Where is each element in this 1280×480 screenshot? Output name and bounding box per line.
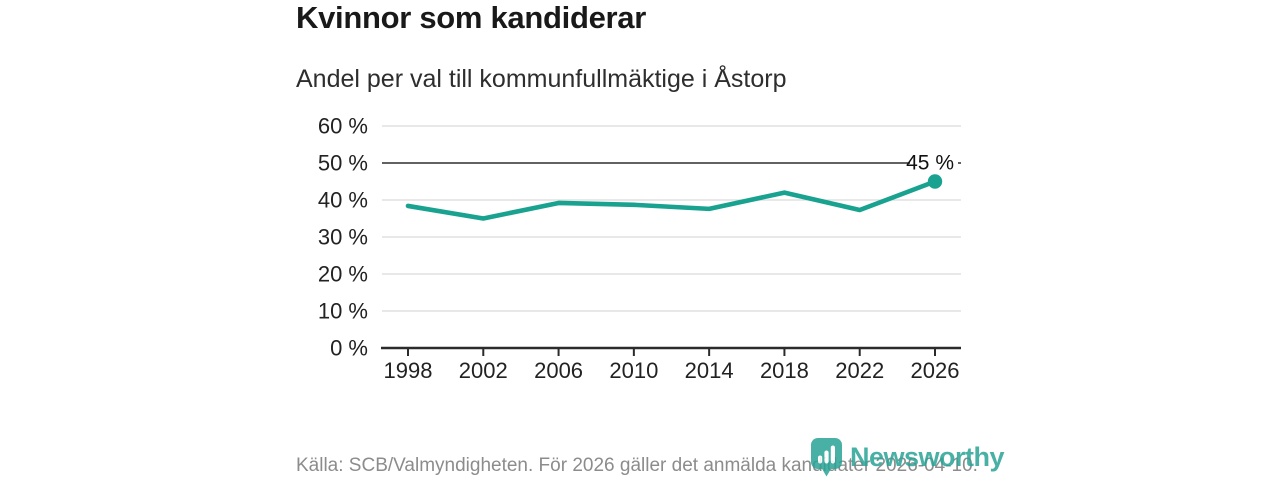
logo-bar-1: [818, 455, 823, 464]
end-value-label: 45 %: [906, 152, 954, 175]
end-label-halo: [910, 152, 958, 173]
y-tick-label: 60 %: [318, 114, 368, 139]
y-tick-label: 30 %: [318, 225, 368, 250]
x-tick-label: 2022: [835, 358, 884, 383]
x-tick-label: 2014: [685, 358, 734, 383]
newsworthy-logo: Newsworthy: [810, 437, 1005, 477]
source-note: Källa: SCB/Valmyndigheten. För 2026 gäll…: [296, 455, 978, 476]
y-tick-label: 40 %: [318, 188, 368, 213]
end-point-marker: [927, 174, 943, 189]
logo-bar-2: [824, 450, 829, 464]
x-tick-label: 2006: [534, 358, 583, 383]
y-tick-label: 0 %: [330, 336, 368, 361]
y-tick-label: 20 %: [318, 262, 368, 287]
x-tick-label: 2018: [760, 358, 809, 383]
logo-bar-3: [830, 445, 835, 464]
x-tick-label: 1998: [384, 358, 433, 383]
chart-subtitle: Andel per val till kommunfullmäktige i Å…: [296, 65, 787, 93]
y-tick-label: 10 %: [318, 299, 368, 324]
y-tick-label: 50 %: [318, 151, 368, 176]
newsworthy-icon: [811, 438, 842, 477]
logo-pointer: [821, 467, 832, 477]
x-tick-label: 2010: [609, 358, 658, 383]
x-tick-label: 2002: [459, 358, 508, 383]
chart-title: Kvinnor som kandiderar: [296, 0, 646, 35]
x-tick-label: 2026: [911, 358, 960, 383]
data-line: [405, 179, 938, 221]
newsworthy-wordmark: Newsworthy: [850, 442, 1005, 472]
